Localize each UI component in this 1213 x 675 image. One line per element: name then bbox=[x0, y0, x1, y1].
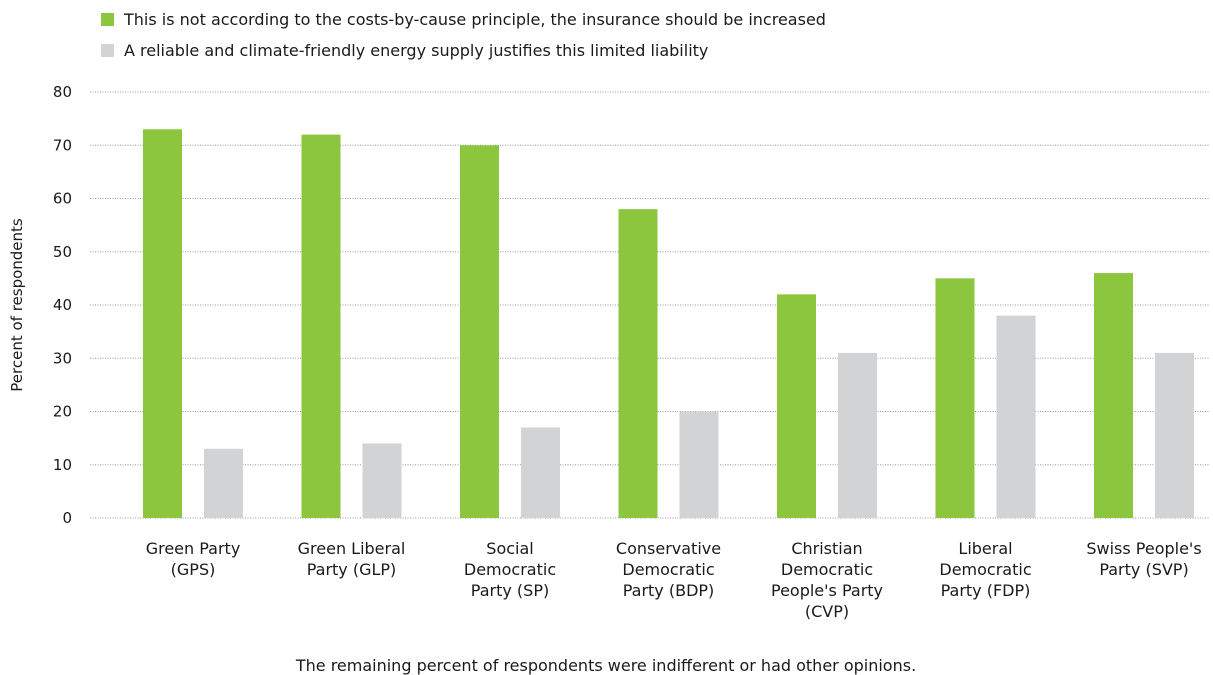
x-category-label: Social Democratic Party (SP) bbox=[464, 539, 556, 600]
legend-swatch-series-2 bbox=[101, 44, 114, 57]
x-category-label-line: Social bbox=[486, 539, 533, 558]
bar-series-1-0 bbox=[143, 129, 182, 518]
bar-series-1-3 bbox=[618, 209, 658, 518]
y-tick-label: 50 bbox=[53, 243, 72, 261]
x-category-label-line: Democratic bbox=[939, 560, 1031, 579]
y-tick-label: 10 bbox=[53, 456, 72, 474]
x-category-label-line: Democratic bbox=[781, 560, 873, 579]
bar-series-2-3 bbox=[679, 411, 719, 518]
bar-series-1-1 bbox=[301, 134, 341, 518]
x-category-label-line: Party (SVP) bbox=[1099, 560, 1188, 579]
x-category-label-line: People's Party bbox=[771, 581, 883, 600]
legend-label-series-1: This is not according to the costs-by-ca… bbox=[123, 10, 826, 29]
x-category-label-line: Party (GLP) bbox=[307, 560, 397, 579]
bar-series-2-6 bbox=[1155, 352, 1194, 518]
legend-swatch-series-1 bbox=[101, 13, 114, 26]
x-category-label: Green Party (GPS) bbox=[146, 539, 241, 579]
x-category-label: Conservative Democratic Party (BDP) bbox=[616, 539, 721, 600]
bar-series-1-6 bbox=[1094, 273, 1133, 518]
y-tick-label: 40 bbox=[53, 296, 72, 314]
bar-series-1-4 bbox=[777, 294, 816, 518]
x-category-label-line: Conservative bbox=[616, 539, 721, 558]
bar-series-2-4 bbox=[838, 352, 877, 518]
y-tick-label: 20 bbox=[53, 403, 72, 421]
bars bbox=[143, 129, 1194, 518]
y-tick-label: 60 bbox=[53, 190, 72, 208]
y-axis-ticks: 0 10 20 30 40 50 60 70 80 bbox=[53, 83, 72, 527]
y-tick-label: 30 bbox=[53, 349, 72, 367]
x-category-label: Christian Democratic People's Party (CVP) bbox=[771, 539, 883, 621]
bar-series-1-5 bbox=[935, 278, 975, 518]
x-category-label-line: Liberal bbox=[958, 539, 1012, 558]
x-axis-category-labels: Green Party (GPS) Green Liberal Party (GLP)… bbox=[146, 539, 1202, 621]
x-category-label-line: (GPS) bbox=[171, 560, 216, 579]
x-category-label-line: Green Liberal bbox=[298, 539, 406, 558]
footnote: The remaining percent of respondents wer… bbox=[295, 656, 916, 675]
x-category-label-line: Christian bbox=[791, 539, 862, 558]
x-category-label-line: (CVP) bbox=[805, 602, 849, 621]
x-category-label: Green Liberal Party (GLP) bbox=[298, 539, 406, 579]
x-category-label-line: Swiss People's bbox=[1086, 539, 1201, 558]
y-tick-label: 70 bbox=[53, 136, 72, 154]
legend: This is not according to the costs-by-ca… bbox=[101, 10, 826, 60]
x-category-label-line: Democratic bbox=[464, 560, 556, 579]
x-category-label-line: Green Party bbox=[146, 539, 241, 558]
bar-series-2-5 bbox=[996, 315, 1036, 518]
x-category-label: Liberal Democratic Party (FDP) bbox=[939, 539, 1031, 600]
bar-series-2-1 bbox=[362, 443, 402, 518]
y-axis-label: Percent of respondents bbox=[8, 218, 26, 392]
bar-series-1-2 bbox=[460, 145, 499, 518]
x-category-label-line: Party (SP) bbox=[471, 581, 549, 600]
x-category-label-line: Party (FDP) bbox=[941, 581, 1031, 600]
bar-series-2-0 bbox=[204, 448, 243, 518]
legend-label-series-2: A reliable and climate-friendly energy s… bbox=[124, 41, 708, 60]
y-tick-label: 80 bbox=[53, 83, 72, 101]
x-category-label-line: Democratic bbox=[622, 560, 714, 579]
bar-series-2-2 bbox=[521, 427, 560, 518]
x-category-label: Swiss People's Party (SVP) bbox=[1086, 539, 1201, 579]
x-category-label-line: Party (BDP) bbox=[623, 581, 715, 600]
y-tick-label: 0 bbox=[62, 509, 72, 527]
